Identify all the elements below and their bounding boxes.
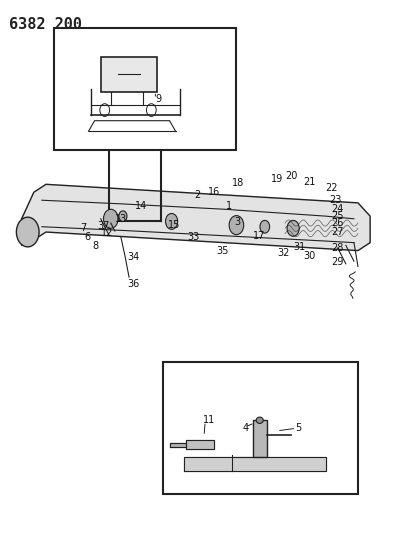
- Text: 4: 4: [242, 423, 248, 433]
- Text: 13: 13: [115, 214, 127, 224]
- Text: 33: 33: [188, 232, 200, 243]
- Bar: [253, 420, 267, 457]
- Text: 24: 24: [332, 204, 344, 214]
- Circle shape: [166, 214, 177, 229]
- Text: 23: 23: [330, 195, 342, 205]
- Text: 16: 16: [208, 187, 220, 197]
- Bar: [54, 28, 236, 150]
- Text: 15: 15: [168, 220, 180, 230]
- Text: 36: 36: [127, 279, 139, 289]
- Polygon shape: [184, 457, 326, 471]
- Text: 14: 14: [135, 200, 147, 211]
- Text: 26: 26: [332, 218, 344, 228]
- Text: 1: 1: [226, 200, 233, 211]
- Text: 11: 11: [203, 415, 215, 425]
- Text: 6382 200: 6382 200: [9, 17, 82, 33]
- Text: 30: 30: [303, 251, 315, 261]
- Text: 28: 28: [332, 243, 344, 253]
- Text: 19: 19: [271, 174, 283, 184]
- Text: 34: 34: [127, 253, 139, 262]
- Circle shape: [229, 216, 244, 235]
- Circle shape: [287, 220, 299, 236]
- Text: 29: 29: [332, 257, 344, 267]
- Bar: [164, 362, 358, 495]
- Text: 10: 10: [111, 61, 123, 71]
- Polygon shape: [22, 184, 370, 251]
- Circle shape: [16, 217, 39, 247]
- Text: 9: 9: [155, 94, 162, 104]
- Ellipse shape: [256, 417, 263, 423]
- Text: 12: 12: [101, 228, 113, 238]
- Text: 5: 5: [295, 423, 302, 433]
- Text: 32: 32: [277, 248, 289, 259]
- Text: 6: 6: [84, 232, 91, 243]
- Circle shape: [119, 211, 127, 221]
- Text: 2: 2: [194, 190, 200, 200]
- Text: 18: 18: [233, 178, 245, 188]
- Text: 7: 7: [80, 223, 86, 233]
- Polygon shape: [186, 440, 214, 449]
- Circle shape: [260, 220, 270, 233]
- Text: 31: 31: [293, 242, 306, 252]
- Circle shape: [104, 209, 118, 228]
- Text: 25: 25: [332, 211, 344, 221]
- Text: 20: 20: [285, 172, 297, 181]
- Text: 3: 3: [234, 217, 241, 228]
- Polygon shape: [170, 442, 186, 447]
- Text: 22: 22: [326, 183, 338, 193]
- Text: 35: 35: [216, 246, 228, 256]
- Text: 17: 17: [253, 231, 265, 241]
- Text: 27: 27: [332, 227, 344, 237]
- Text: 21: 21: [303, 176, 316, 187]
- Text: 37: 37: [98, 221, 110, 231]
- Text: 8: 8: [93, 241, 99, 252]
- Bar: [101, 57, 157, 92]
